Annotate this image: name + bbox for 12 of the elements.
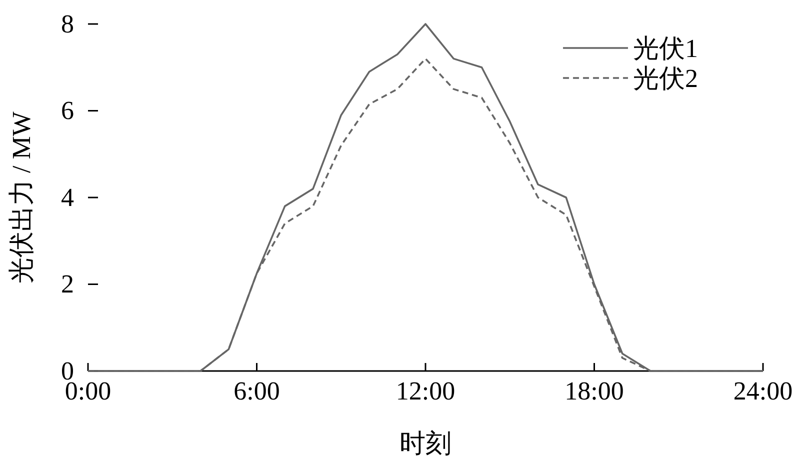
x-axis-title: 时刻 [400, 429, 452, 458]
legend-label: 光伏1 [633, 34, 698, 64]
y-tick-label: 4 [61, 182, 74, 212]
x-tick-label: 18:00 [564, 376, 624, 406]
x-tick-label: 6:00 [234, 376, 280, 406]
legend-label: 光伏2 [633, 64, 698, 94]
y-axis-title: 光伏出力 / MW [7, 111, 36, 284]
y-tick-label: 8 [61, 9, 74, 38]
x-tick-label: 12:00 [396, 376, 456, 406]
x-tick-label: 24:00 [733, 376, 793, 406]
y-tick-label: 6 [61, 96, 74, 126]
y-tick-label: 2 [61, 270, 74, 299]
